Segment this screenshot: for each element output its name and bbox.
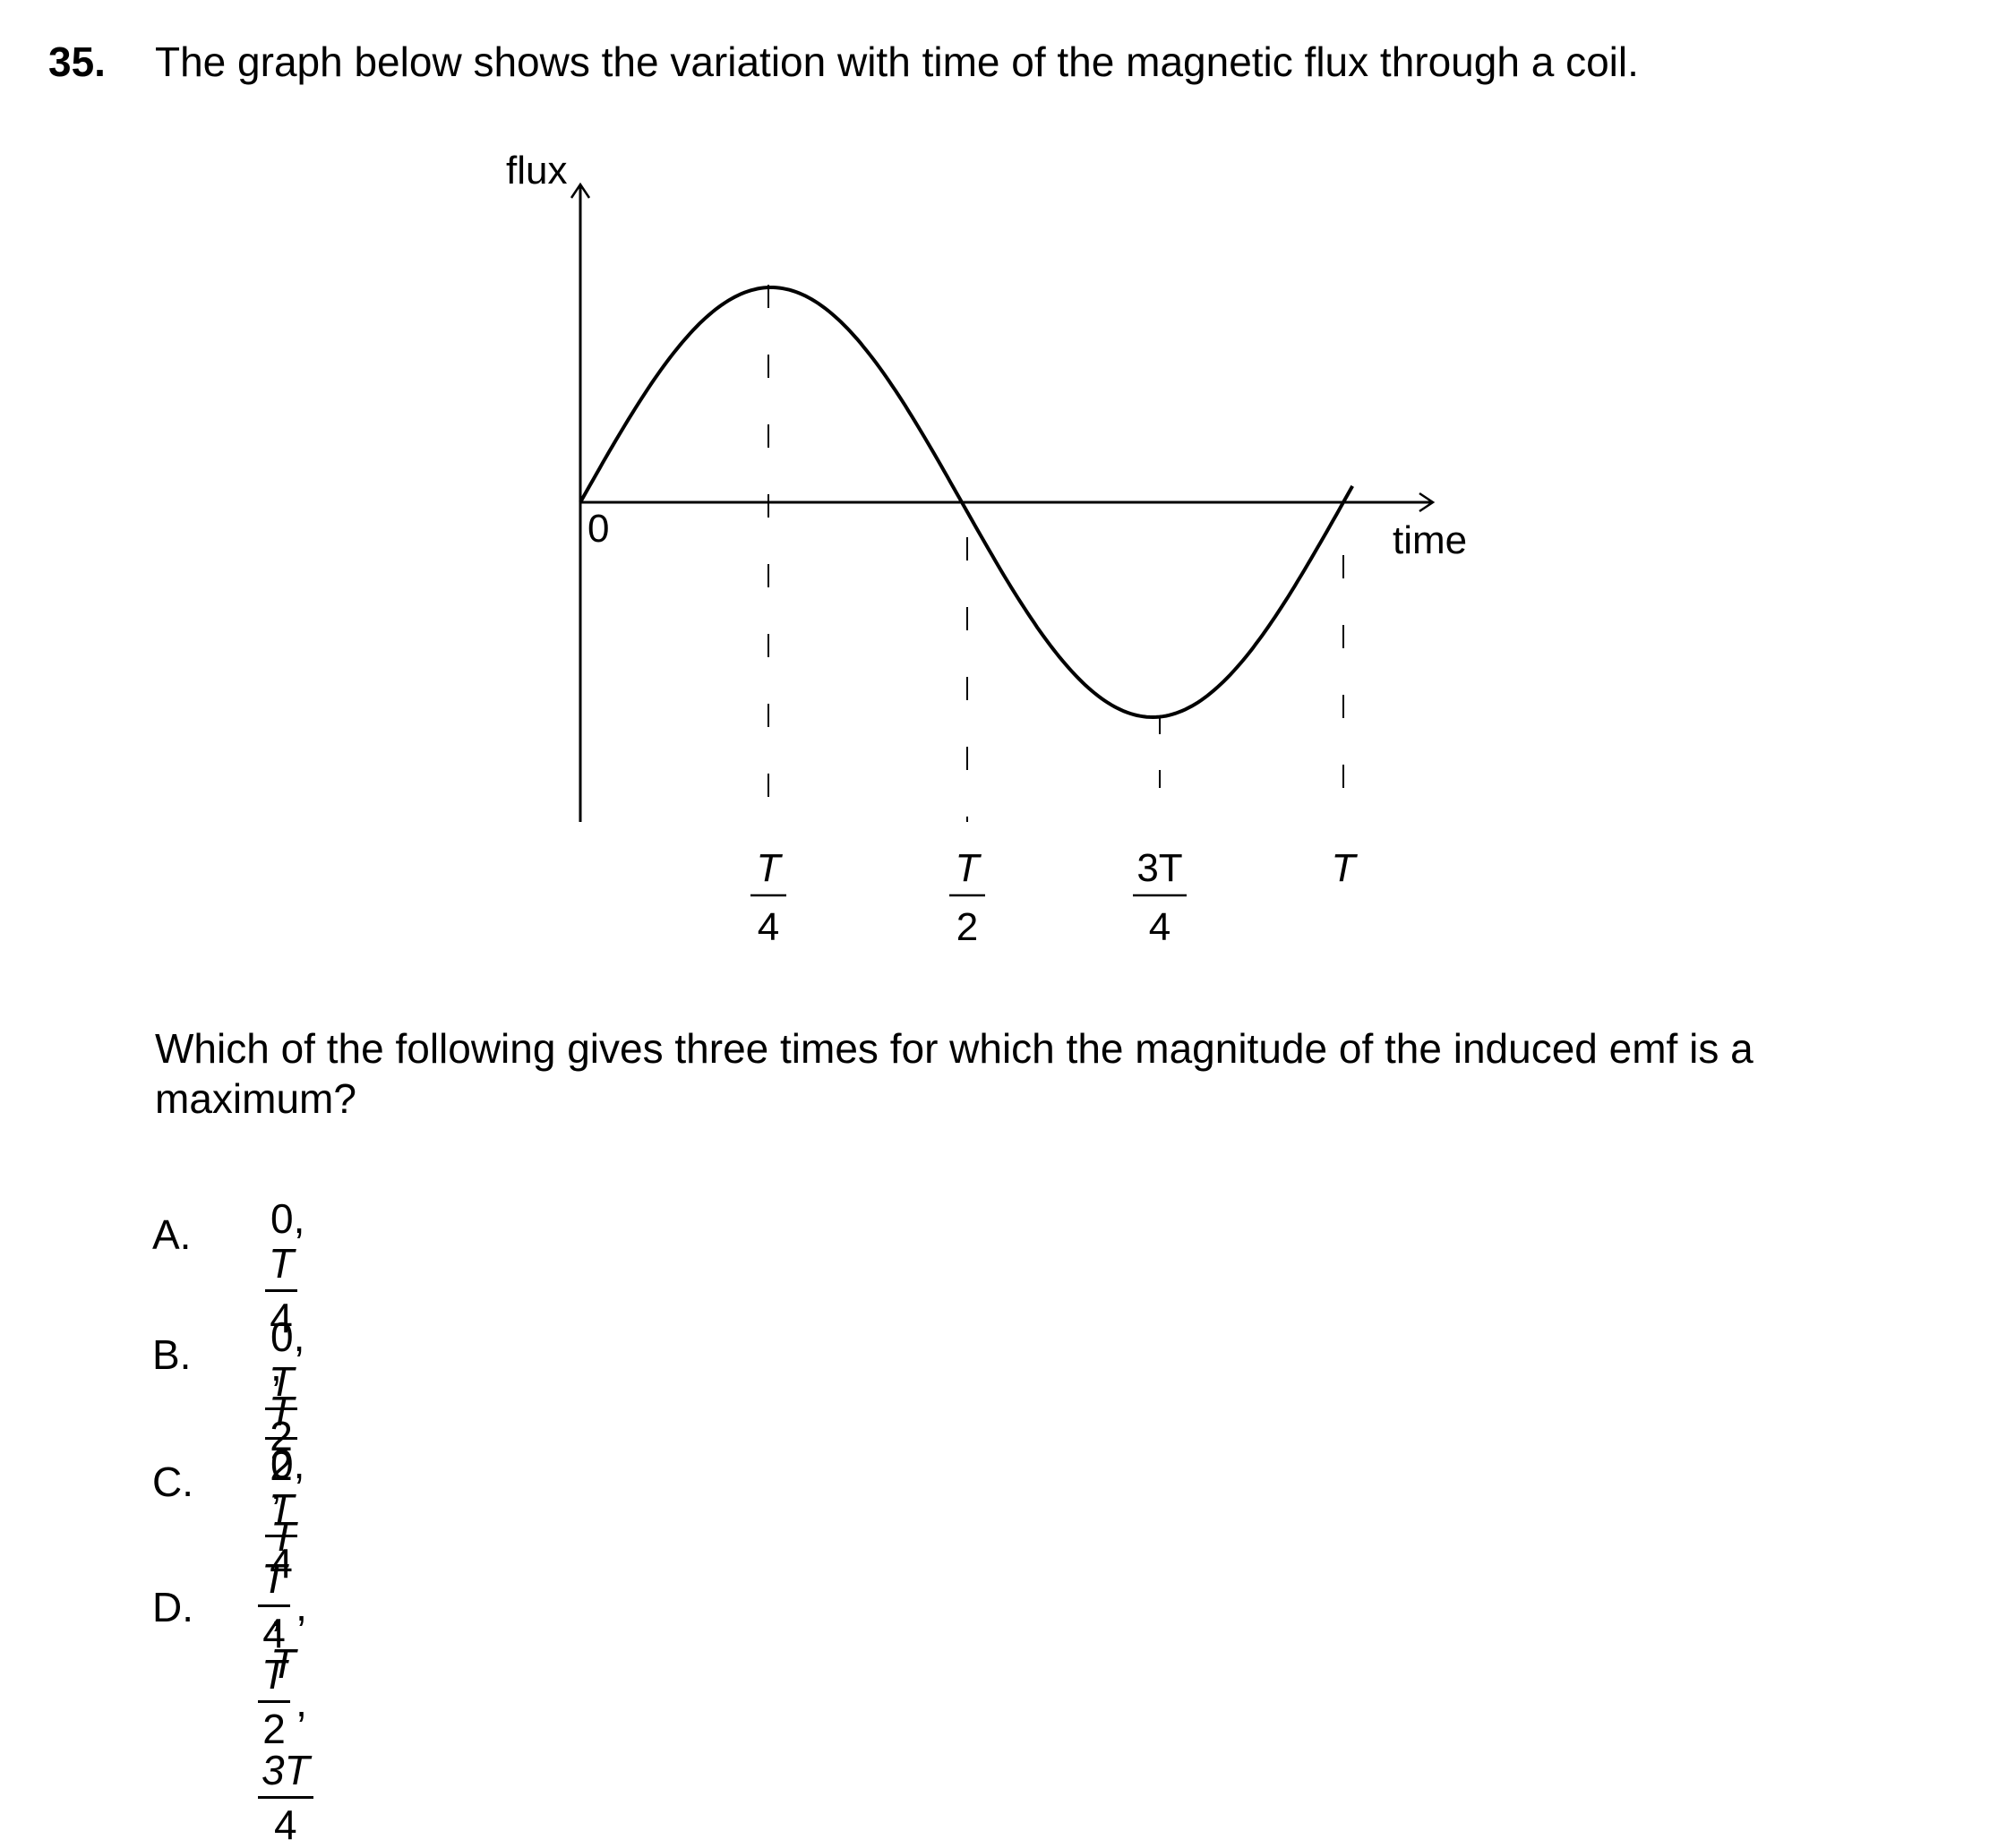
svg-text:T: T [757,846,784,890]
svg-text:T: T [956,846,982,890]
origin-label: 0 [587,507,609,551]
question-number: 35. [48,38,106,85]
x-axis-label: time [1393,518,1467,562]
tick-label-t: T [1332,846,1359,890]
x-axis-arrow [1419,492,1436,513]
svg-text:4: 4 [758,905,779,949]
svg-text:4: 4 [1149,905,1171,949]
fraction: 3T 4 [258,1750,313,1845]
option-letter: B. [152,1331,192,1378]
svg-text:3T: 3T [1136,846,1182,890]
y-axis-label: flux [506,149,567,192]
option-letter: D. [152,1584,193,1630]
tick-label-t4: T 4 [750,846,786,949]
tick-label-t2: T 2 [949,846,985,949]
flux-time-graph: flux time 0 T 4 T 2 3T 4 T [506,149,1467,949]
svg-text:T: T [1332,846,1359,890]
question-stem: The graph below shows the variation with… [155,38,1639,85]
svg-text:2: 2 [956,905,978,949]
tick-label-3t4: 3T 4 [1133,846,1187,949]
y-axis-arrow [570,182,591,199]
option-letter: C. [152,1459,193,1505]
option-letter: A. [152,1211,192,1258]
question-prompt: Which of the following gives three times… [155,1025,1754,1122]
flux-curve [579,286,1354,720]
